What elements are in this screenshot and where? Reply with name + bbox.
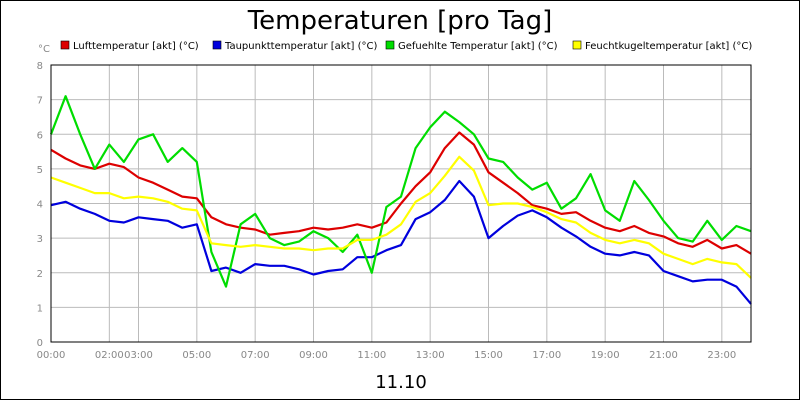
y-tick-label: 2 (37, 269, 43, 280)
plot-area (50, 64, 752, 343)
y-tick-label: 3 (37, 234, 43, 245)
y-tick-label: 8 (37, 61, 43, 72)
legend: Lufttemperatur [akt] (°C) Taupunkttempera… (60, 40, 752, 52)
x-tick-label: 15:00 (474, 350, 503, 361)
y-tick-label: 0 (37, 338, 43, 349)
plot-lines (49, 95, 752, 305)
chart-title: Temperaturen [pro Tag] (247, 6, 553, 36)
legend-entry-2: Gefuehlte Temperatur [akt] (°C) (398, 41, 558, 52)
series-line-3 (50, 155, 752, 279)
series-line-1 (50, 179, 752, 305)
y-axis-ticks: 0 1 2 3 4 5 6 7 8 (37, 61, 43, 349)
y-tick-label: 7 (37, 96, 43, 107)
legend-swatch-0 (60, 40, 70, 50)
x-tick-label: 23:00 (707, 350, 736, 361)
x-tick-label: 19:00 (591, 350, 620, 361)
legend-entry-3: Feuchtkugeltemperatur [akt] (°C) (585, 41, 752, 52)
x-tick-label: 17:00 (532, 350, 561, 361)
legend-swatch-1 (212, 40, 222, 50)
x-tick-label: 00:00 (37, 350, 66, 361)
x-tick-label: 03:00 (124, 350, 153, 361)
legend-entry-1: Taupunkttemperatur [akt] (°C) (224, 41, 377, 52)
y-tick-label: 5 (37, 165, 43, 176)
x-tick-label: 05:00 (182, 350, 211, 361)
legend-swatch-2 (385, 40, 395, 50)
x-tick-label: 11:00 (357, 350, 386, 361)
x-axis-ticks: 00:00 02:00 03:00 05:00 07:00 09:00 11:00 13:00… (37, 350, 737, 361)
x-tick-label: 13:00 (416, 350, 445, 361)
legend-entry-0: Lufttemperatur [akt] (°C) (73, 41, 199, 52)
series-line-2 (49, 95, 752, 288)
legend-swatch-3 (572, 40, 582, 50)
x-tick-label: 02:00 (95, 350, 124, 361)
x-axis-date-label: 11.10 (375, 372, 427, 393)
x-tick-label: 21:00 (649, 350, 678, 361)
x-tick-label: 07:00 (241, 350, 270, 361)
x-tick-label: 09:00 (299, 350, 328, 361)
series-line-0 (50, 131, 752, 255)
y-tick-label: 6 (37, 130, 43, 141)
y-tick-label: 1 (37, 303, 43, 314)
y-tick-label: 4 (37, 200, 43, 211)
y-axis-unit-label: °C (38, 44, 50, 55)
